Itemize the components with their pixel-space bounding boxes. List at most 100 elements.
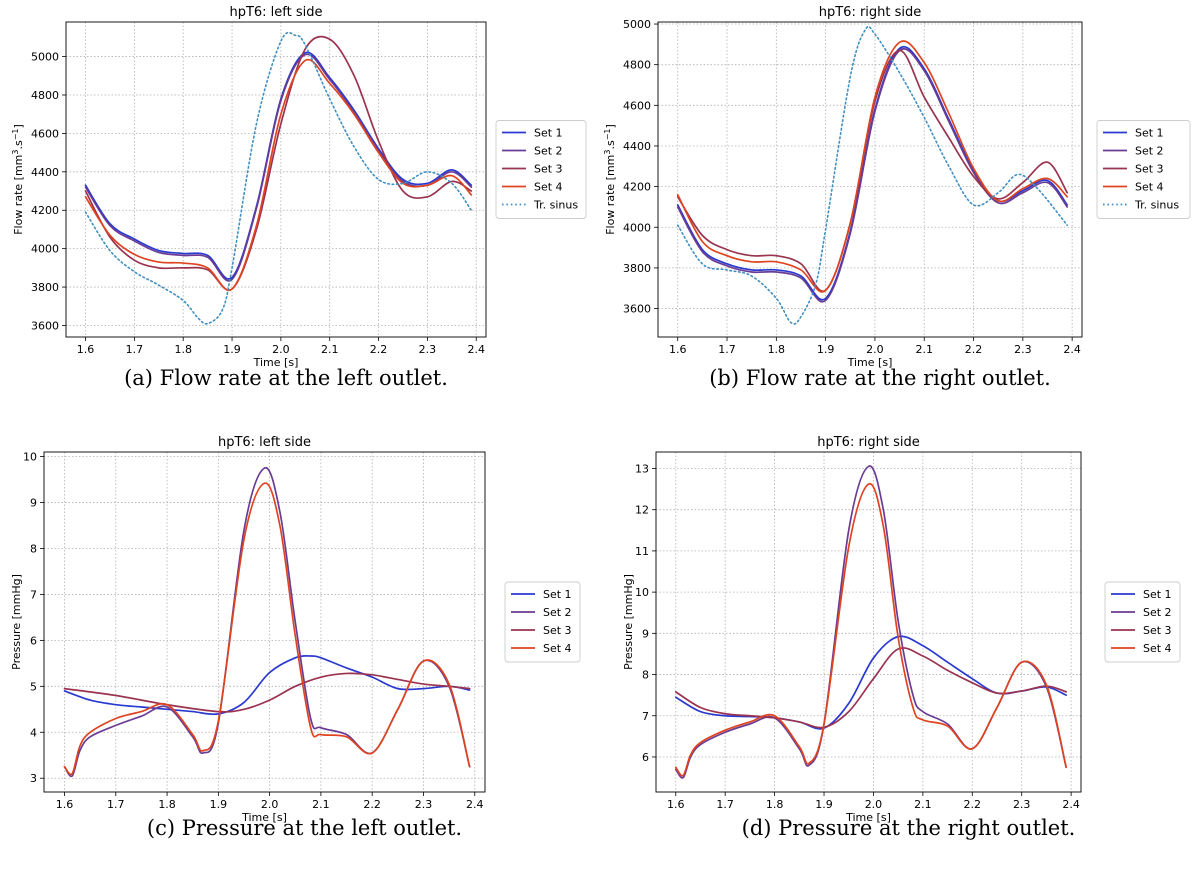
series-line-set4 xyxy=(676,40,1069,293)
y-tick-label: 8 xyxy=(642,669,649,682)
legend-label-sinus: Tr. sinus xyxy=(1134,199,1179,212)
y-tick-label: 3600 xyxy=(31,319,59,332)
x-tick-label: 1.9 xyxy=(223,343,241,356)
x-tick-label: 1.7 xyxy=(126,343,144,356)
x-tick-label: 2.0 xyxy=(866,343,884,356)
y-tick-label: 4600 xyxy=(31,127,59,140)
x-tick-label: 1.8 xyxy=(768,343,786,356)
x-tick-label: 1.7 xyxy=(718,343,736,356)
x-tick-label: 1.9 xyxy=(210,798,228,811)
series-line-set2 xyxy=(676,48,1069,303)
x-tick-label: 1.7 xyxy=(716,798,734,811)
figure-caption: (a) Flow rate at the left outlet. xyxy=(124,366,448,390)
series-line-set3 xyxy=(84,35,473,292)
x-tick-label: 2.2 xyxy=(370,343,388,356)
figure-caption: (b) Flow rate at the right outlet. xyxy=(709,366,1051,390)
series-line-set2 xyxy=(63,467,471,778)
series-line-sinus xyxy=(84,31,473,325)
legend-box xyxy=(504,581,581,663)
y-tick-label: 5000 xyxy=(31,51,59,64)
chart-panel-3: 1.6 1.7 1.8 1.9 2.0 2.1 2.2 2.3 2.4 3 4 5 6 7 8 9 10 hpT6… xyxy=(10,435,581,840)
legend-label-set1: Set 1 xyxy=(534,127,563,140)
x-tick-label: 1.9 xyxy=(815,798,833,811)
y-tick-label: 3 xyxy=(30,772,37,785)
legend-box xyxy=(495,120,587,219)
legend: Set 1 Set 2 Set 3 Set 4 xyxy=(1104,581,1181,663)
chart-title: hpT6: left side xyxy=(229,5,322,20)
series-group xyxy=(63,467,471,778)
x-tick-label: 2.2 xyxy=(965,343,983,356)
chart-title: hpT6: right side xyxy=(817,435,920,450)
legend-label-set4: Set 4 xyxy=(534,181,563,194)
legend-label-set1: Set 1 xyxy=(543,588,572,601)
legend-box xyxy=(1096,120,1191,219)
series-line-set4 xyxy=(63,482,471,776)
x-tick-label: 1.8 xyxy=(174,343,192,356)
x-tick-label: 2.3 xyxy=(419,343,437,356)
series-group xyxy=(676,25,1069,325)
y-tick-label: 9 xyxy=(642,627,649,640)
y-tick-label: 13 xyxy=(635,462,649,475)
chart-panel-4: 1.6 1.7 1.8 1.9 2.0 2.1 2.2 2.3 2.4 6 7 8 9 10 11 12 13 h… xyxy=(622,435,1181,840)
x-tick-label: 2.4 xyxy=(1062,798,1080,811)
x-tick-label: 2.0 xyxy=(261,798,279,811)
y-tick-label: 4400 xyxy=(623,140,651,153)
x-tick-label: 2.3 xyxy=(415,798,433,811)
series-line-set3 xyxy=(676,49,1069,293)
figure-caption: (d) Pressure at the right outlet. xyxy=(742,816,1076,840)
y-tick-label: 9 xyxy=(30,497,37,510)
x-tick-label: 1.6 xyxy=(667,798,685,811)
legend-label-set4: Set 4 xyxy=(543,642,572,655)
x-tick-label: 2.3 xyxy=(1013,798,1031,811)
axes-frame xyxy=(65,21,487,338)
y-axis-label: Pressure [mmHg] xyxy=(10,574,23,670)
y-tick-label: 4600 xyxy=(623,99,651,112)
y-tick-label: 5000 xyxy=(623,18,651,31)
chart-title: hpT6: left side xyxy=(218,435,311,450)
legend-label-set4: Set 4 xyxy=(1135,181,1164,194)
x-tick-label: 2.1 xyxy=(915,343,933,356)
x-tick-label: 2.0 xyxy=(865,798,883,811)
x-tick-label: 2.4 xyxy=(1063,343,1081,356)
y-tick-label: 4200 xyxy=(31,204,59,217)
axes-frame xyxy=(43,451,486,793)
y-tick-label: 7 xyxy=(30,588,37,601)
y-tick-label: 6 xyxy=(642,751,649,764)
legend-label-set2: Set 2 xyxy=(534,145,563,158)
y-tick-label: 5 xyxy=(30,680,37,693)
legend-label-set3: Set 3 xyxy=(1143,624,1172,637)
x-tick-label: 2.0 xyxy=(272,343,290,356)
y-tick-label: 12 xyxy=(635,504,649,517)
x-axis-label: Time [s] xyxy=(253,356,299,369)
legend-label-set2: Set 2 xyxy=(1135,145,1164,158)
legend-label-set1: Set 1 xyxy=(1143,588,1172,601)
x-tick-label: 2.1 xyxy=(914,798,932,811)
legend-label-set2: Set 2 xyxy=(543,606,572,619)
legend-label-set2: Set 2 xyxy=(1143,606,1172,619)
y-tick-label: 10 xyxy=(635,586,649,599)
legend: Set 1 Set 2 Set 3 Set 4 xyxy=(504,581,581,663)
chart-panel-1: 1.6 1.7 1.8 1.9 2.0 2.1 2.2 2.3 2.4 3600 3800 4000 4… xyxy=(11,5,587,390)
y-tick-label: 4200 xyxy=(623,181,651,194)
x-tick-label: 1.6 xyxy=(77,343,95,356)
y-tick-label: 6 xyxy=(30,634,37,647)
y-tick-label: 11 xyxy=(635,545,649,558)
series-group xyxy=(84,31,473,325)
legend: Set 1 Set 2 Set 3 Set 4 Tr. sinus xyxy=(495,120,587,219)
x-tick-label: 1.8 xyxy=(766,798,784,811)
legend-label-sinus: Tr. sinus xyxy=(533,199,578,212)
series-line-set4 xyxy=(674,483,1068,777)
figure-caption: (c) Pressure at the left outlet. xyxy=(147,816,462,840)
chart-panel-2: 1.6 1.7 1.8 1.9 2.0 2.1 2.2 2.3 2.4 3600 3800 4000 4… xyxy=(603,5,1191,390)
legend-label-set3: Set 3 xyxy=(1135,163,1164,176)
y-tick-label: 4 xyxy=(30,726,37,739)
series-line-set2 xyxy=(84,53,473,282)
y-axis-label: Pressure [mmHg] xyxy=(622,574,635,670)
legend-label-set3: Set 3 xyxy=(543,624,572,637)
x-axis-label: Time [s] xyxy=(845,811,891,824)
series-line-set4 xyxy=(84,58,473,292)
x-tick-label: 2.3 xyxy=(1014,343,1032,356)
x-tick-label: 2.2 xyxy=(964,798,982,811)
y-tick-label: 4800 xyxy=(31,89,59,102)
axes-frame xyxy=(655,451,1082,793)
